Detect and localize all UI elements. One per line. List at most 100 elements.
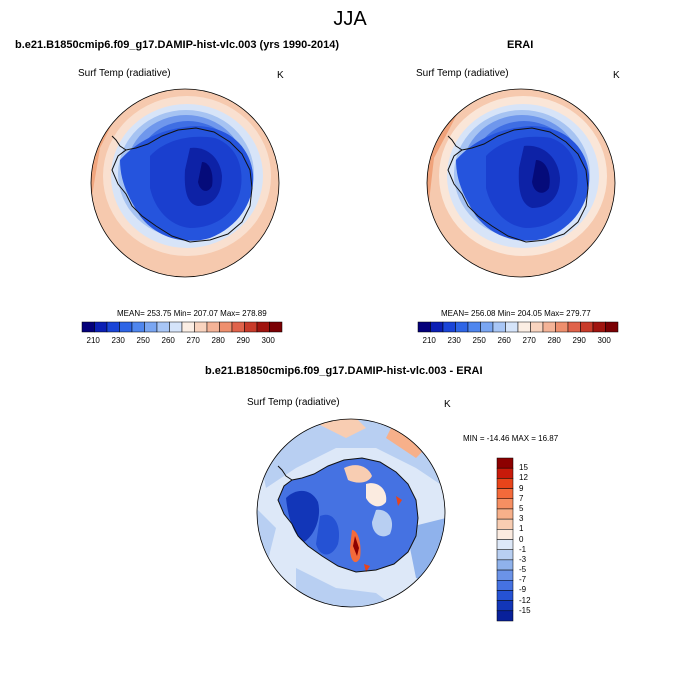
- colorbar-tick-label: 250: [136, 336, 150, 345]
- panel3-colorbar: [496, 457, 514, 622]
- colorbar-box: [555, 321, 569, 333]
- panel2-stats: MEAN= 256.08 Min= 204.05 Max= 279.77: [441, 309, 591, 318]
- colorbar-tick-label: 260: [497, 336, 511, 345]
- colorbar-box: [467, 321, 481, 333]
- colorbar-box: [442, 321, 456, 333]
- colorbar-box: [144, 321, 158, 333]
- colorbar-box: [496, 508, 514, 520]
- colorbar-tick-label: 290: [236, 336, 250, 345]
- colorbar-tick-label: 270: [186, 336, 200, 345]
- colorbar-box: [455, 321, 469, 333]
- colorbar-box: [231, 321, 245, 333]
- colorbar-tick-label: 3: [519, 514, 524, 524]
- colorbar-tick-label: 210: [422, 336, 436, 345]
- colorbar-box: [496, 478, 514, 489]
- panel1-colorbar-ticks: 210 230 250 260 270 280 290 300: [82, 336, 282, 346]
- panel1-units: K: [277, 70, 284, 81]
- colorbar-box: [169, 321, 183, 333]
- panel3-stats: MIN = -14.46 MAX = 16.87: [463, 434, 559, 443]
- colorbar-box: [417, 321, 431, 333]
- colorbar-tick-label: 7: [519, 493, 524, 503]
- panel2-map: [426, 88, 616, 278]
- colorbar-box: [496, 549, 514, 561]
- colorbar-tick-label: 1: [519, 524, 524, 534]
- colorbar-tick-label: 230: [111, 336, 125, 345]
- panel2-title: ERAI: [507, 39, 534, 51]
- colorbar-box: [530, 321, 544, 333]
- colorbar-box: [496, 539, 514, 550]
- panel1-variable: Surf Temp (radiative): [78, 68, 171, 79]
- colorbar-box: [244, 321, 258, 333]
- colorbar-box: [605, 321, 619, 333]
- colorbar-box: [592, 321, 606, 333]
- colorbar-box: [567, 321, 581, 333]
- colorbar-box: [496, 529, 514, 540]
- colorbar-tick-label: -5: [519, 565, 527, 575]
- colorbar-box: [156, 321, 170, 333]
- colorbar-tick-label: 210: [86, 336, 100, 345]
- colorbar-tick-label: 230: [447, 336, 461, 345]
- colorbar-tick-label: 300: [597, 336, 611, 345]
- colorbar-tick-label: 290: [572, 336, 586, 345]
- colorbar-tick-label: 9: [519, 483, 524, 493]
- colorbar-box: [496, 488, 514, 499]
- colorbar-box: [269, 321, 283, 333]
- colorbar-tick-label: 280: [547, 336, 561, 345]
- panel1-map: [90, 88, 280, 278]
- colorbar-box: [496, 600, 514, 612]
- colorbar-box: [505, 321, 519, 333]
- panel2-variable: Surf Temp (radiative): [416, 68, 509, 79]
- colorbar-tick-label: 15: [519, 463, 528, 473]
- colorbar-box: [194, 321, 208, 333]
- panel3-units: K: [444, 399, 451, 410]
- panel3-colorbar-ticks: 15 12 9 7 5 3 1 0 -1 -3 -5 -7 -9 -12 -15: [519, 458, 549, 621]
- panel2-colorbar-ticks: 210 230 250 260 270 280 290 300: [418, 336, 618, 346]
- colorbar-box: [81, 321, 95, 333]
- colorbar-tick-label: 0: [519, 534, 524, 544]
- panel1-title: b.e21.B1850cmip6.f09_g17.DAMIP-hist-vlc.…: [15, 39, 340, 51]
- colorbar-box: [496, 580, 514, 591]
- colorbar-box: [496, 457, 514, 469]
- colorbar-box: [496, 610, 514, 622]
- panel3-map: [256, 418, 446, 608]
- colorbar-box: [542, 321, 556, 333]
- colorbar-box: [496, 498, 514, 510]
- colorbar-box: [131, 321, 145, 333]
- colorbar-box: [181, 321, 195, 333]
- colorbar-box: [492, 321, 506, 333]
- colorbar-box: [430, 321, 444, 333]
- colorbar-box: [496, 569, 514, 581]
- panel1-stats: MEAN= 253.75 Min= 207.07 Max= 278.89: [117, 309, 267, 318]
- panel3-variable: Surf Temp (radiative): [247, 397, 340, 408]
- colorbar-box: [496, 590, 514, 601]
- colorbar-tick-label: 12: [519, 473, 528, 483]
- colorbar-box: [256, 321, 270, 333]
- panel2-colorbar: [417, 321, 619, 333]
- figure-season-title: JJA: [333, 8, 367, 30]
- panel1-colorbar: [81, 321, 283, 333]
- panel2-units: K: [613, 70, 620, 81]
- colorbar-tick-label: 250: [472, 336, 486, 345]
- colorbar-box: [496, 559, 514, 571]
- colorbar-box: [206, 321, 220, 333]
- colorbar-box: [496, 467, 514, 479]
- panel3-title: b.e21.B1850cmip6.f09_g17.DAMIP-hist-vlc.…: [205, 365, 483, 377]
- colorbar-tick-label: 300: [261, 336, 275, 345]
- colorbar-tick-label: -12: [519, 595, 531, 605]
- colorbar-tick-label: 280: [211, 336, 225, 345]
- colorbar-tick-label: -15: [519, 605, 531, 615]
- colorbar-tick-label: 5: [519, 503, 524, 513]
- colorbar-box: [94, 321, 108, 333]
- colorbar-box: [119, 321, 133, 333]
- colorbar-box: [106, 321, 120, 333]
- colorbar-tick-label: -3: [519, 554, 527, 564]
- colorbar-box: [496, 518, 514, 530]
- colorbar-box: [517, 321, 531, 333]
- colorbar-tick-label: -1: [519, 544, 527, 554]
- colorbar-tick-label: -7: [519, 575, 527, 585]
- colorbar-box: [480, 321, 494, 333]
- colorbar-tick-label: -9: [519, 585, 527, 595]
- colorbar-box: [219, 321, 233, 333]
- colorbar-box: [580, 321, 594, 333]
- colorbar-tick-label: 260: [161, 336, 175, 345]
